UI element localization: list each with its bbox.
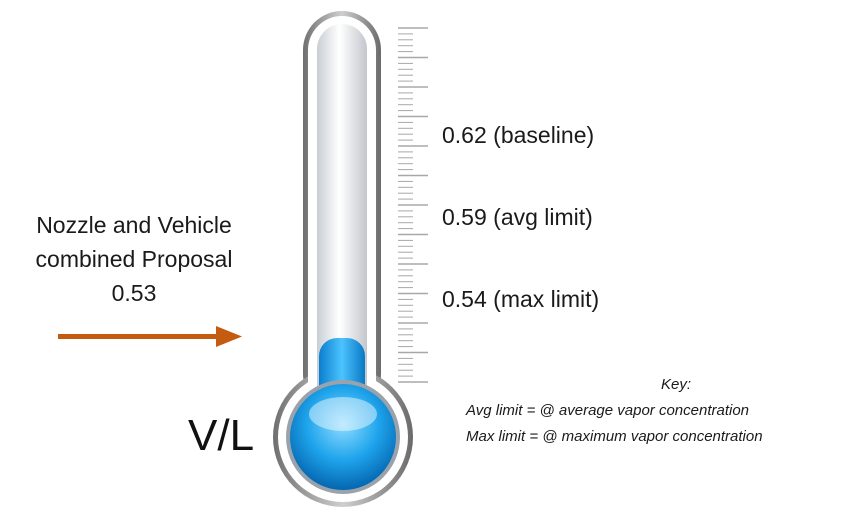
arrow-shaft xyxy=(58,334,220,339)
key-line-max: Max limit = @ maximum vapor concentratio… xyxy=(466,428,763,445)
proposal-line-1: Nozzle and Vehicle xyxy=(36,212,232,238)
key-title: Key: xyxy=(660,376,691,393)
proposal-value: 0.53 xyxy=(111,280,157,306)
gauge-label: V/L xyxy=(188,411,255,460)
level-label-max-limit: 0.54 (max limit) xyxy=(442,286,600,312)
proposal-arrow xyxy=(58,326,242,347)
scale-ticks xyxy=(398,27,428,383)
arrow-head xyxy=(216,326,242,347)
proposal-line-2: combined Proposal xyxy=(35,246,233,272)
key-line-avg: Avg limit = @ average vapor concentratio… xyxy=(466,402,750,419)
thermometer-bulb xyxy=(286,380,400,494)
glass-tube xyxy=(317,24,367,414)
level-label-baseline: 0.62 (baseline) xyxy=(442,122,595,148)
key-legend: Key: Avg limit = @ average vapor concent… xyxy=(466,372,866,450)
proposal-label: Nozzle and Vehicle combined Proposal 0.5… xyxy=(0,208,268,310)
level-label-avg-limit: 0.59 (avg limit) xyxy=(442,204,593,230)
